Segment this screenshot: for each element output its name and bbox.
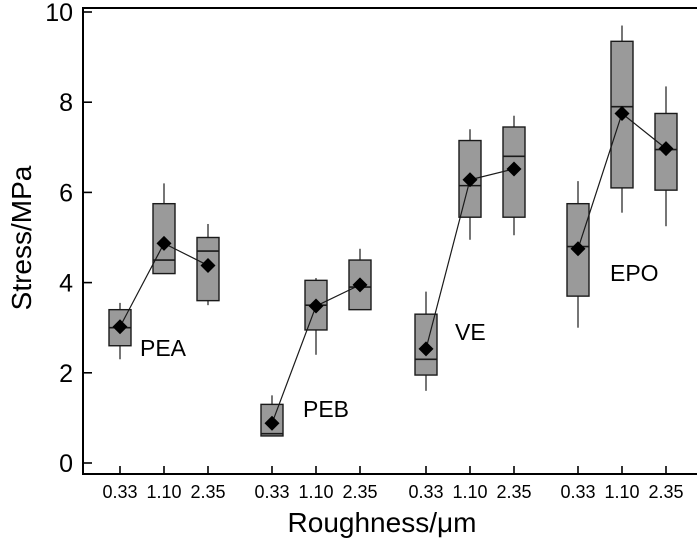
mean-marker — [506, 161, 522, 177]
group-pea — [108, 183, 220, 360]
mean-marker — [308, 298, 324, 314]
mean-marker — [352, 277, 368, 293]
mean-marker — [112, 319, 128, 335]
mean-marker — [570, 241, 586, 257]
x-tick-label: 0.33 — [254, 482, 289, 502]
y-tick-label: 2 — [59, 360, 73, 388]
group-labels: PEA PEB VE EPO — [140, 260, 659, 422]
y-tick-label: 4 — [59, 270, 73, 298]
group-peb — [260, 248, 372, 437]
x-tick-label: 1.10 — [452, 482, 487, 502]
group-epo — [566, 25, 678, 328]
group-label-epo: EPO — [610, 260, 659, 286]
x-tick-label: 2.35 — [496, 482, 531, 502]
mean-marker — [462, 172, 478, 188]
x-tick-label: 1.10 — [298, 482, 333, 502]
group-label-peb: PEB — [303, 396, 349, 422]
axis-frame — [82, 7, 697, 475]
mean-marker — [614, 105, 630, 121]
box-epo-2.35 — [654, 86, 678, 227]
box-pea-1.10 — [152, 183, 176, 275]
mean-marker — [264, 415, 280, 431]
x-tick-label: 0.33 — [408, 482, 443, 502]
x-tick-label: 1.10 — [604, 482, 639, 502]
y-tick-label: 8 — [59, 89, 73, 117]
y-axis-ticks: 0 2 4 6 8 10 — [45, 0, 92, 478]
x-tick-label: 0.33 — [560, 482, 595, 502]
mean-marker — [658, 141, 674, 157]
box-ve-0.33 — [414, 291, 438, 391]
x-tick-label: 0.33 — [102, 482, 137, 502]
mean-marker — [156, 235, 172, 251]
x-tick-label: 2.35 — [648, 482, 683, 502]
group-ve — [414, 115, 526, 391]
group-label-pea: PEA — [140, 335, 187, 361]
group-label-ve: VE — [455, 319, 486, 345]
y-tick-label: 0 — [59, 450, 73, 478]
plot-area — [108, 25, 678, 437]
y-tick-label: 10 — [45, 0, 73, 27]
box-peb-1.10 — [304, 278, 328, 355]
x-tick-label: 2.35 — [190, 482, 225, 502]
mean-marker — [418, 341, 434, 357]
x-axis-ticks: 0.33 1.10 2.35 0.33 1.10 2.35 0.33 1.10 2.35 0.33… — [102, 466, 684, 502]
x-axis-title: Roughness/μm — [288, 507, 477, 538]
y-tick-label: 6 — [59, 179, 73, 207]
x-tick-label: 2.35 — [342, 482, 377, 502]
y-axis-title: Stress/MPa — [6, 165, 37, 310]
mean-marker — [200, 257, 216, 273]
x-tick-label: 1.10 — [146, 482, 181, 502]
